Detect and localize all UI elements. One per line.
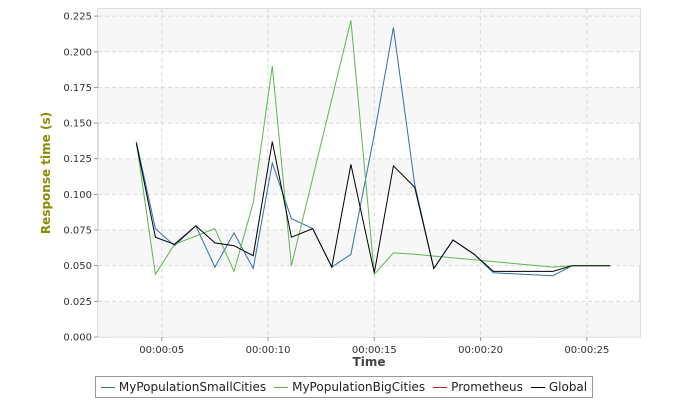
plot-band bbox=[98, 16, 640, 52]
plot-band bbox=[98, 9, 640, 17]
y-tick-label: 0.150 bbox=[63, 119, 92, 130]
legend-label: Prometheus bbox=[451, 380, 523, 394]
legend-item: MyPopulationSmallCities bbox=[100, 380, 267, 394]
x-tick-label: 00:00:20 bbox=[458, 345, 503, 356]
x-axis-ticks: 00:00:05 00:00:10 00:00:15 00:00:20 00:00:25 bbox=[139, 337, 609, 356]
legend-swatch bbox=[433, 386, 448, 388]
legend-label: Global bbox=[548, 380, 588, 394]
chart-legend: MyPopulationSmallCities MyPopulationBigCi… bbox=[95, 376, 593, 398]
legend-swatch bbox=[274, 386, 289, 388]
series-lines bbox=[135, 20, 611, 277]
plot-band bbox=[98, 158, 640, 195]
series-line-global bbox=[135, 141, 611, 273]
x-axis-title: Time bbox=[353, 355, 386, 369]
plot-band bbox=[98, 87, 640, 124]
y-axis-title: Response time (s) bbox=[39, 112, 53, 234]
y-tick-label: 0.100 bbox=[63, 190, 92, 201]
y-axis-ticks: 0.000 0.025 0.050 0.075 0.100 0.125 0.150 0.175… bbox=[63, 12, 98, 344]
legend-swatch bbox=[530, 386, 545, 388]
legend-item: Prometheus bbox=[433, 380, 523, 394]
plot-bands bbox=[98, 9, 640, 337]
y-tick-label: 0.125 bbox=[63, 154, 92, 165]
y-tick-label: 0.025 bbox=[63, 297, 92, 308]
legend-item: Global bbox=[530, 380, 588, 394]
y-tick-label: 0.200 bbox=[63, 47, 92, 58]
response-time-chart: 0.000 0.025 0.050 0.075 0.100 0.125 0.150 0.175… bbox=[39, 8, 641, 369]
legend-swatch bbox=[100, 386, 115, 388]
x-tick-label: 00:00:25 bbox=[564, 345, 609, 356]
x-tick-label: 00:00:05 bbox=[139, 345, 184, 356]
x-tick-label: 00:00:15 bbox=[352, 345, 397, 356]
plot-band bbox=[98, 301, 640, 337]
y-tick-label: 0.175 bbox=[63, 83, 92, 94]
y-tick-label: 0.050 bbox=[63, 261, 92, 272]
x-tick-label: 00:00:10 bbox=[246, 345, 291, 356]
y-tick-label: 0.075 bbox=[63, 226, 92, 237]
legend-label: MyPopulationBigCities bbox=[292, 380, 426, 394]
legend-label: MyPopulationSmallCities bbox=[118, 380, 267, 394]
y-tick-label: 0.000 bbox=[63, 333, 92, 344]
y-tick-label: 0.225 bbox=[63, 12, 92, 23]
grid-lines bbox=[98, 9, 640, 338]
series-line-mypopulationbigcities bbox=[135, 20, 611, 276]
legend-item: MyPopulationBigCities bbox=[274, 380, 425, 394]
